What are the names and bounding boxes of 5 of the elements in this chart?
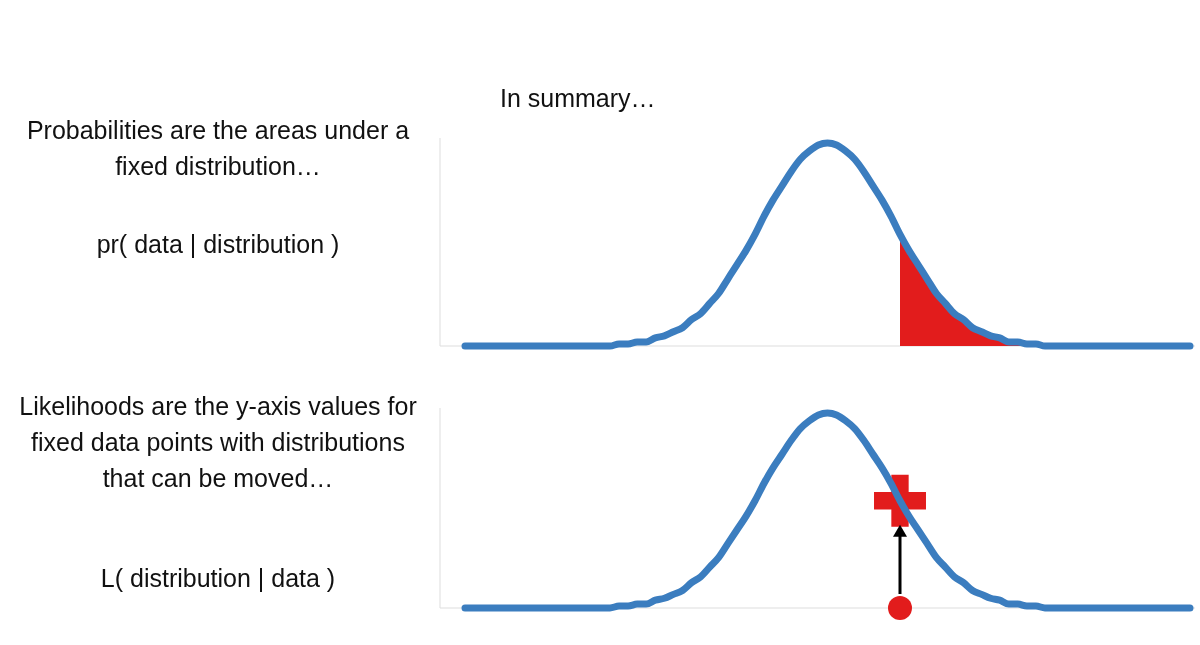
text: L( distribution | data ) (99, 563, 337, 594)
chart-title: In summary… (500, 84, 656, 113)
text: Probabilities are the areas under a fixed distribution… (25, 115, 411, 182)
text: Likelihoods are the y-axis values for fixed data points with distributions that can be moved… (18, 391, 418, 494)
text: pr( data | distribution ) (95, 229, 341, 260)
